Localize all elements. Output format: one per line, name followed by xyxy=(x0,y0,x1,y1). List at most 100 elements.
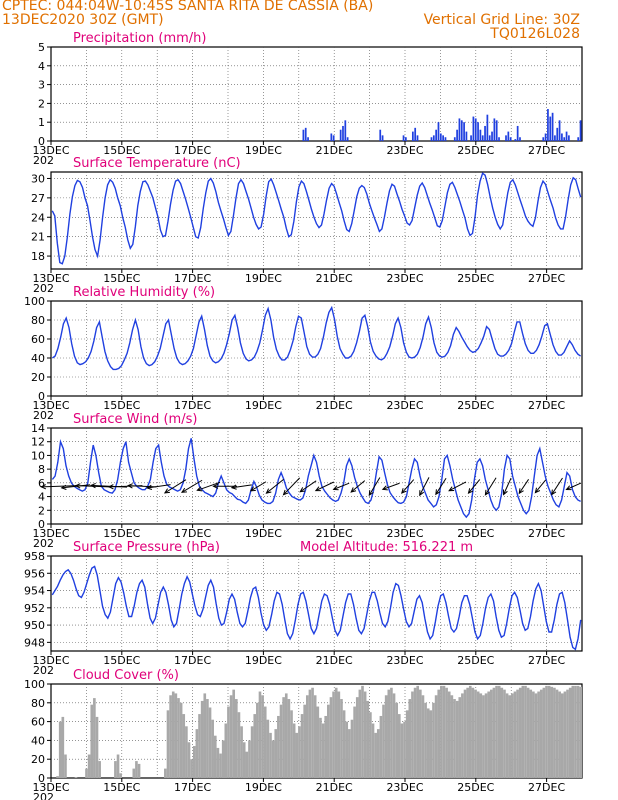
cloud_cover-bar xyxy=(424,702,427,778)
cloud_cover-bar xyxy=(550,686,554,778)
surface_pressure-ytick-label: 956 xyxy=(24,567,45,580)
wind-arrow xyxy=(534,479,547,493)
cloud_cover-bar xyxy=(558,691,561,778)
cloud_cover-bar xyxy=(461,693,464,778)
wind-arrow-head xyxy=(467,488,474,494)
precipitation-ytick-label: 5 xyxy=(38,41,45,54)
cloud_cover-bar xyxy=(282,697,285,778)
surface_wind-line xyxy=(51,438,581,519)
precipitation-bar xyxy=(402,135,405,141)
surface_pressure-xtick-label: 23DEC xyxy=(386,654,423,667)
cloud_cover-bar xyxy=(224,723,228,778)
cloud_cover-bar xyxy=(271,740,275,778)
cloud_cover-bar xyxy=(185,726,188,778)
surface_pressure-frame xyxy=(50,555,583,652)
surface_wind-xtick-label: 17DEC xyxy=(174,527,211,540)
relative_humidity-ytick-label: 80 xyxy=(31,314,45,327)
cloud_cover-bar xyxy=(542,687,546,778)
cloud_cover-bar xyxy=(198,714,201,778)
cloud_cover-bar xyxy=(266,719,270,778)
surface_temperature-xtick-label: 21DEC xyxy=(316,272,353,285)
cloud_cover-bar xyxy=(363,691,367,778)
cloud_cover-bar xyxy=(58,721,62,778)
cloud_cover-bar xyxy=(179,702,183,778)
wind-arrow-head xyxy=(314,486,321,492)
cloud_cover-bar xyxy=(229,695,233,778)
surface_pressure-xtick-label: 13DEC xyxy=(32,654,69,667)
wind-arrow xyxy=(448,481,467,492)
precipitation-bar xyxy=(519,137,521,141)
cloud_cover-bar xyxy=(487,691,490,778)
precipitation-xtick-label: 21DEC xyxy=(316,144,353,157)
precipitation-bar xyxy=(477,122,479,141)
cloud_cover-bar xyxy=(348,729,351,778)
surface_temperature-ytick-label: 30 xyxy=(31,172,45,185)
relative_humidity-xtick-label: 15DEC xyxy=(103,399,140,412)
cloud_cover-bar xyxy=(240,726,243,778)
cloud_cover-bar xyxy=(574,685,577,778)
cloud_cover-bar xyxy=(553,687,556,778)
precipitation-bar xyxy=(430,137,433,141)
surface_wind-xtick-label: 23DEC xyxy=(386,527,423,540)
wind-arrow xyxy=(551,477,563,495)
cloud_cover-bar xyxy=(74,777,78,778)
cloud_cover-bar xyxy=(463,689,467,778)
cloud_cover-bar xyxy=(171,691,175,778)
wind-arrow-head xyxy=(435,489,441,496)
precipitation-bar xyxy=(495,120,498,141)
precipitation-bar xyxy=(330,133,333,141)
cloud_cover-bar xyxy=(450,695,454,778)
relative_humidity-line xyxy=(51,305,582,371)
cloud_cover-bar xyxy=(524,685,527,778)
cloud_cover-bar xyxy=(64,754,67,778)
cloud_cover-bar xyxy=(137,763,141,778)
relative_humidity-frame xyxy=(50,300,583,397)
precipitation-bar xyxy=(302,129,305,141)
precipitation-bar xyxy=(432,135,435,141)
wind-arrow xyxy=(299,480,317,493)
cloud_cover-bar xyxy=(489,689,493,778)
precipitation-bar xyxy=(381,135,384,141)
wind-arrow xyxy=(315,481,334,492)
surface_wind-ytick-label: 14 xyxy=(31,422,45,435)
surface_wind-title: Surface Wind (m/s) xyxy=(73,412,197,427)
cloud_cover-bar xyxy=(313,695,317,778)
cloud_cover-bar xyxy=(361,685,364,778)
cloud_cover-bar xyxy=(484,693,488,778)
precipitation-bar xyxy=(342,125,344,141)
surface_wind-ytick-label: 6 xyxy=(38,477,45,490)
cloud_cover-bar xyxy=(437,689,441,778)
cloud_cover-bar xyxy=(227,706,230,778)
surface_pressure-xtick-label: 15DEC xyxy=(103,654,140,667)
surface_temperature-xtick-label: 17DEC xyxy=(174,272,211,285)
precipitation-bar xyxy=(549,116,552,141)
wind-arrow-head xyxy=(419,490,425,497)
surface_pressure-xtick-label: 19DEC xyxy=(245,654,282,667)
cloud_cover-bar xyxy=(534,693,538,778)
cloud_cover-bar xyxy=(327,704,330,778)
cloud_cover-bar xyxy=(332,691,335,778)
surface_wind-ytick-label: 8 xyxy=(38,463,45,476)
wind-arrow-head xyxy=(565,485,572,491)
precipitation-bar xyxy=(551,112,554,141)
cloud_cover-title: Cloud Cover (%) xyxy=(73,668,179,683)
surface_wind-xtick-label: 25DEC xyxy=(457,527,494,540)
cloud_cover-bar xyxy=(237,712,241,778)
cloud_cover-bar xyxy=(87,754,91,778)
cloud_cover-bar xyxy=(355,697,359,778)
wind-arrow xyxy=(231,484,252,489)
precipitation-bar xyxy=(565,131,568,141)
cloud_cover-bar xyxy=(579,686,582,778)
surface_temperature-ytick-label: 27 xyxy=(31,192,45,205)
wind-arrow-head xyxy=(448,486,455,492)
surface_wind-xtick-label: 15DEC xyxy=(103,527,140,540)
cloud_cover-xtick-label: 27DEC xyxy=(528,781,565,794)
precipitation-bar xyxy=(498,137,500,141)
cloud_cover-bar xyxy=(211,719,214,778)
cloud_cover-bar xyxy=(342,710,346,778)
precipitation-bar xyxy=(491,131,493,141)
wind-arrow-head xyxy=(196,486,203,492)
precipitation-ytick-label: 0 xyxy=(38,135,45,148)
precipitation-title: Precipitation (mm/h) xyxy=(73,31,206,46)
cloud_cover-bar xyxy=(516,689,519,778)
